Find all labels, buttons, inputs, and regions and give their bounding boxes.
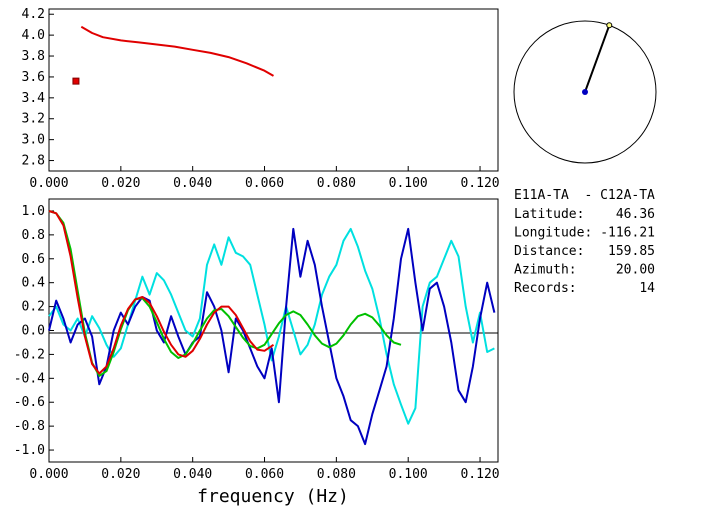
bottom-x-tick-label: 0.000 (29, 467, 68, 482)
info-value: 14 (639, 281, 655, 296)
top-x-tick-label: 0.080 (317, 176, 356, 191)
bottom-y-tick-label: 1.0 (22, 204, 45, 219)
top-y-tick-label: 2.8 (22, 154, 45, 169)
top-y-tick-label: 4.2 (22, 7, 45, 22)
top-x-tick-label: 0.100 (389, 176, 428, 191)
info-label: Azimuth: (514, 263, 577, 278)
info-value: 46.36 (616, 207, 655, 222)
bottom-y-tick-label: 0.8 (22, 228, 45, 243)
bottom-y-tick-label: -1.0 (14, 443, 45, 458)
bottom-x-axis: 0.000 0.020 0.040 0.060 0.080 0.100 0.120 (29, 457, 500, 482)
top-y-axis: 4.2 4.0 3.8 3.6 3.4 3.2 3.0 2.8 (22, 7, 54, 169)
bottom-y-tick-label: -0.2 (14, 347, 45, 362)
info-value: 159.85 (608, 244, 655, 259)
top-plot-frame (48, 8, 499, 172)
bottom-series-line-1 (48, 227, 496, 446)
bottom-y-tick-label: -0.4 (14, 371, 45, 386)
bottom-x-tick-label: 0.060 (245, 467, 284, 482)
compass-center-dot (582, 89, 588, 95)
top-x-axis: 0.000 0.020 0.040 0.060 0.080 0.100 0.120 (29, 166, 500, 191)
bottom-y-axis: 1.0 0.8 0.6 0.4 0.2 0.0 -0.2 -0.4 -0.6 -0.8 -1.0 (14, 204, 54, 458)
bottom-series-line-0 (48, 227, 495, 425)
top-x-tick-label: 0.120 (460, 176, 499, 191)
bottom-x-tick-label: 0.120 (460, 467, 499, 482)
top-x-tick-label: 0.060 (245, 176, 284, 191)
coherency-plot: 1.0 0.8 0.6 0.4 0.2 0.0 -0.2 -0.4 -0.6 -0.8 -1.0 0… (14, 198, 500, 507)
bottom-x-tick-label: 0.040 (173, 467, 212, 482)
top-y-tick-label: 3.4 (22, 91, 46, 106)
bottom-y-tick-label: -0.8 (14, 419, 45, 434)
top-y-tick-label: 3.8 (22, 49, 45, 64)
top-y-tick-label: 4.0 (22, 28, 45, 43)
top-y-tick-label: 3.0 (22, 133, 45, 148)
top-y-tick-label: 3.6 (22, 70, 45, 85)
bottom-x-tick-label: 0.020 (101, 467, 140, 482)
bottom-series-line-3 (48, 210, 275, 375)
x-axis-label: frequency (Hz) (197, 486, 349, 507)
azimuth-compass (513, 20, 657, 164)
top-marker-0 (72, 77, 80, 85)
bottom-y-tick-label: 0.6 (22, 252, 45, 267)
top-x-tick-label: 0.040 (173, 176, 212, 191)
bottom-y-tick-label: 0.4 (22, 276, 46, 291)
info-label: Records: (514, 281, 577, 296)
top-x-tick-label: 0.000 (29, 176, 68, 191)
bottom-y-tick-label: -0.6 (14, 395, 45, 410)
info-value: -116.21 (600, 226, 655, 241)
top-y-tick-label: 3.2 (22, 112, 45, 127)
compass-circle (513, 20, 657, 164)
info-value: 20.00 (616, 263, 655, 278)
phase-velocity-plot: 4.2 4.0 3.8 3.6 3.4 3.2 3.0 2.8 0.000 0.020 0.040… (22, 7, 500, 191)
station-info-panel: E11A-TA - C12A-TA Latitude: 46.36 Longitud… (514, 188, 655, 296)
top-series-group (72, 25, 275, 85)
info-label: Distance: (514, 244, 584, 259)
bottom-x-tick-label: 0.080 (317, 467, 356, 482)
bottom-series-group (48, 210, 496, 446)
info-rows: Latitude: 46.36 Longitude: -116.21 Distance:… (514, 207, 655, 296)
bottom-y-tick-label: 0.0 (22, 324, 45, 339)
station-pair-label: E11A-TA - C12A-TA (514, 188, 655, 203)
top-x-tick-label: 0.020 (101, 176, 140, 191)
bottom-x-tick-label: 0.100 (389, 467, 428, 482)
bottom-y-tick-label: 0.2 (22, 300, 45, 315)
info-label: Latitude: (514, 207, 584, 222)
info-label: Longitude: (514, 226, 592, 241)
azimuth-line (584, 24, 611, 93)
top-series-line-0 (80, 25, 275, 77)
bottom-series-line-2 (48, 210, 402, 377)
azimuth-tip-marker (606, 22, 613, 29)
